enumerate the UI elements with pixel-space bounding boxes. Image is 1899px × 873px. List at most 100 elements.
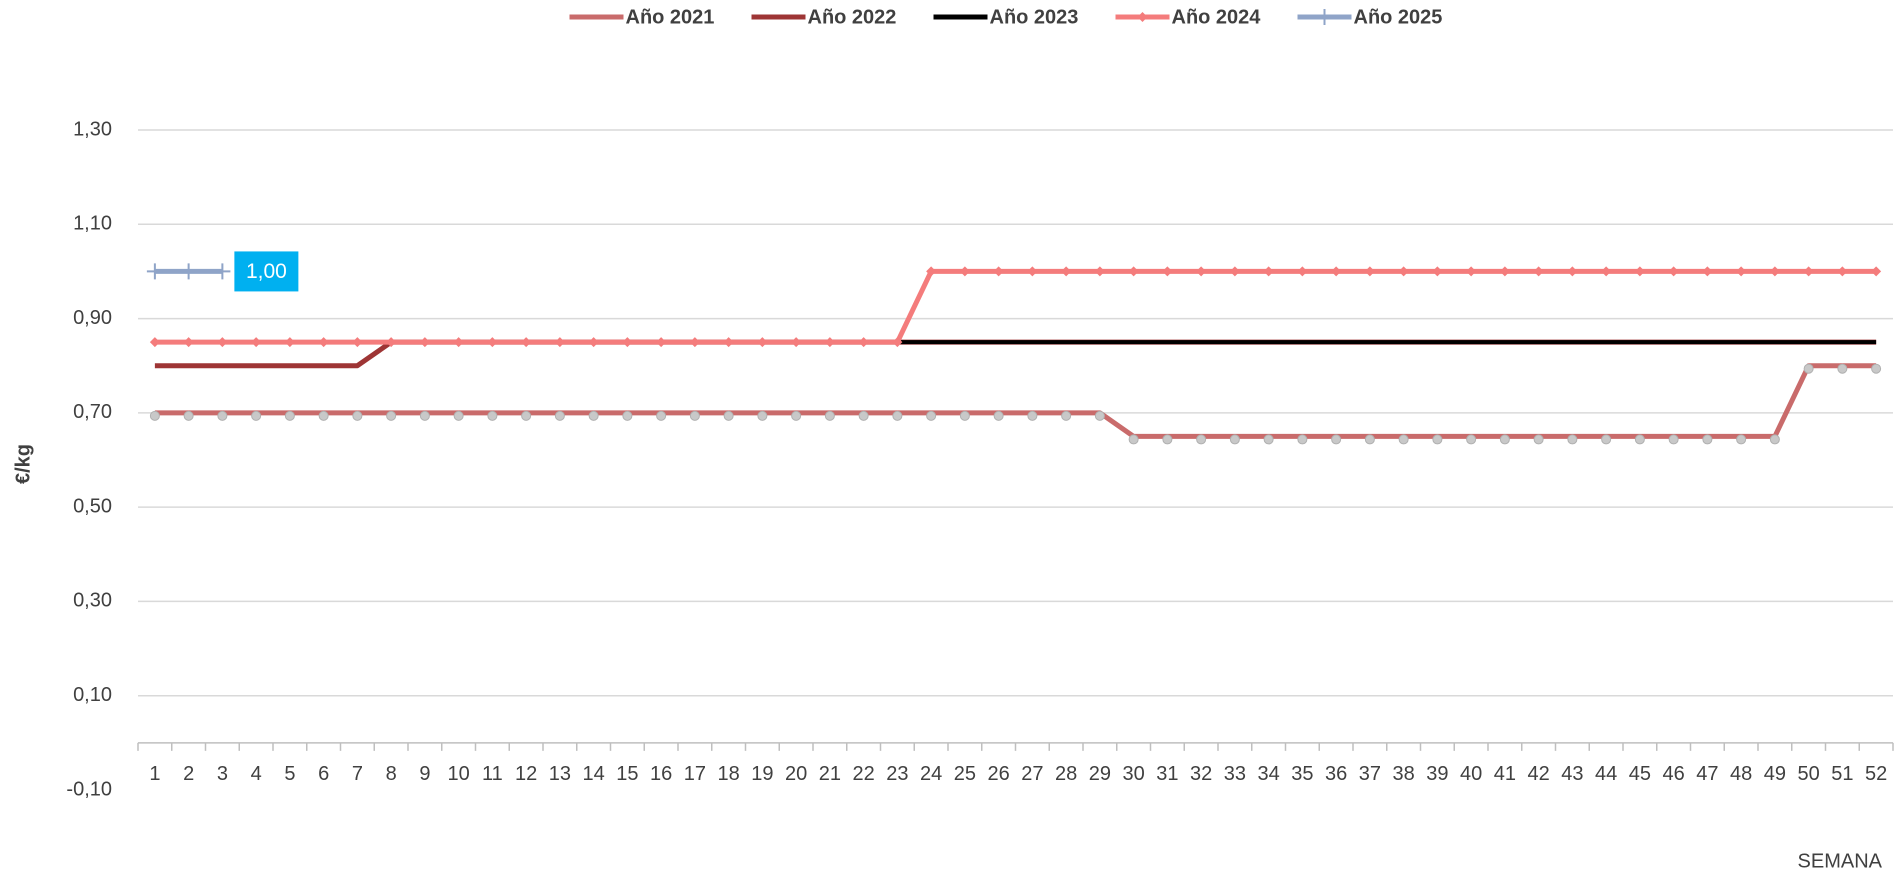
x-tick-label: 32 <box>1190 763 1212 785</box>
marker <box>487 410 498 421</box>
marker <box>1601 266 1612 277</box>
marker <box>352 337 363 348</box>
x-tick-label: 5 <box>284 763 295 785</box>
x-tick-label: 18 <box>718 763 740 785</box>
series <box>149 266 1882 348</box>
y-tick-label: -0,10 <box>66 778 112 800</box>
marker <box>1499 266 1510 277</box>
marker <box>1769 434 1780 445</box>
marker <box>757 410 768 421</box>
marker <box>1094 266 1105 277</box>
marker <box>1331 434 1342 445</box>
marker <box>1871 363 1882 374</box>
x-tick-label: 10 <box>448 763 470 785</box>
marker <box>723 410 734 421</box>
marker <box>791 410 802 421</box>
x-tick-label: 24 <box>920 763 942 785</box>
x-tick-label: 47 <box>1696 763 1718 785</box>
marker <box>318 410 329 421</box>
x-tick-label: 37 <box>1359 763 1381 785</box>
x-tick-label: 30 <box>1123 763 1145 785</box>
marker <box>251 337 262 348</box>
x-tick-label: 40 <box>1460 763 1482 785</box>
marker <box>622 337 633 348</box>
marker <box>1196 434 1207 445</box>
line <box>154 339 1877 369</box>
marker <box>1533 266 1544 277</box>
marker <box>1837 363 1848 374</box>
marker <box>1803 266 1814 277</box>
series: 1,00 <box>146 251 299 292</box>
marker <box>183 337 194 348</box>
x-tick-label: 26 <box>988 763 1010 785</box>
x-tick-label: 11 <box>482 763 503 785</box>
legend-label: Año 2021 <box>626 6 715 28</box>
marker <box>217 410 228 421</box>
marker <box>1432 266 1443 277</box>
marker <box>1668 434 1679 445</box>
x-tick-label: 25 <box>954 763 976 785</box>
x-tick-label: 49 <box>1764 763 1786 785</box>
marker <box>146 263 163 280</box>
x-tick-label: 31 <box>1156 763 1178 785</box>
marker <box>1263 434 1274 445</box>
marker <box>1634 434 1645 445</box>
data-label: 1,00 <box>246 260 287 283</box>
x-tick-label: 33 <box>1224 763 1246 785</box>
marker <box>689 410 700 421</box>
legend-label: Año 2022 <box>808 6 897 28</box>
x-tick-label: 17 <box>684 763 706 785</box>
marker <box>554 410 565 421</box>
marker <box>824 337 835 348</box>
marker <box>1162 434 1173 445</box>
marker <box>1196 266 1207 277</box>
marker <box>1702 266 1713 277</box>
x-tick-label: 22 <box>853 763 875 785</box>
marker <box>1364 266 1375 277</box>
marker <box>1027 266 1038 277</box>
x-tick-label: 16 <box>650 763 672 785</box>
line <box>154 363 1877 439</box>
marker <box>419 410 430 421</box>
marker <box>1027 410 1038 421</box>
marker <box>1736 434 1747 445</box>
x-tick-label: 50 <box>1798 763 1820 785</box>
x-tick-label: 38 <box>1393 763 1415 785</box>
marker <box>1466 434 1477 445</box>
legend: Año 2021 Año 2022 Año 2023 Año 2024 Año 2025 <box>569 6 1442 28</box>
marker <box>1364 434 1375 445</box>
marker <box>386 410 397 421</box>
x-tick-label: 27 <box>1021 763 1043 785</box>
x-tick-label: 14 <box>583 763 605 785</box>
marker <box>1432 434 1443 445</box>
x-tick-label: 2 <box>183 763 194 785</box>
x-tick-label: 15 <box>616 763 638 785</box>
marker <box>180 263 197 280</box>
marker <box>1398 266 1409 277</box>
x-tick-label: 1 <box>149 763 160 785</box>
marker <box>588 410 599 421</box>
marker <box>214 263 231 280</box>
x-tick-label: 44 <box>1595 763 1617 785</box>
marker <box>1567 266 1578 277</box>
y-tick-label: 1,10 <box>73 213 112 235</box>
marker <box>453 337 464 348</box>
x-tick-label: 21 <box>819 763 841 785</box>
x-tick-label: 19 <box>751 763 773 785</box>
x-tick-label: 6 <box>318 763 329 785</box>
marker <box>993 410 1004 421</box>
marker <box>926 266 937 277</box>
marker <box>959 410 970 421</box>
marker <box>1567 434 1578 445</box>
marker <box>1263 266 1274 277</box>
x-tick-label: 42 <box>1528 763 1550 785</box>
marker <box>149 337 160 348</box>
x-tick-label: 20 <box>785 763 807 785</box>
x-tick-label: 8 <box>386 763 397 785</box>
x-tick-label: 48 <box>1730 763 1752 785</box>
marker <box>1128 266 1139 277</box>
marker <box>318 337 329 348</box>
y-axis-label: €/kg <box>12 444 34 484</box>
x-tick-label: 39 <box>1426 763 1448 785</box>
x-tick-label: 35 <box>1291 763 1313 785</box>
